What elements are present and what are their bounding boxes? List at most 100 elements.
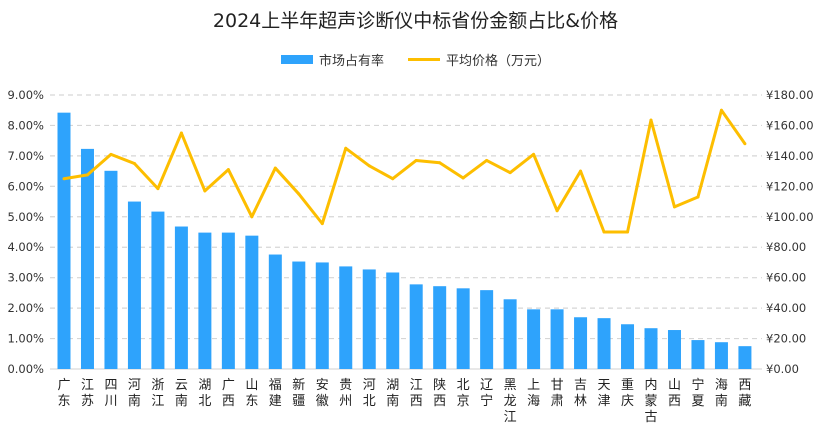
x-tick-label: 宁夏 <box>691 377 704 409</box>
x-tick-label: 湖南 <box>386 378 399 409</box>
price-point <box>438 161 442 165</box>
x-tick-label: 广西 <box>222 378 235 409</box>
x-tick-label: 辽宁 <box>480 378 493 409</box>
bar <box>433 286 447 369</box>
bar <box>691 340 705 369</box>
y-left-tick: 8.00% <box>7 118 44 132</box>
bar <box>339 266 353 369</box>
x-tick-label: 山东 <box>245 378 258 409</box>
x-tick-label: 黑龙江 <box>504 378 517 425</box>
bar <box>151 211 165 369</box>
price-point <box>555 209 559 213</box>
price-point <box>649 118 653 122</box>
bar <box>409 284 423 369</box>
price-point <box>414 158 418 162</box>
x-tick-label: 海南 <box>715 378 728 409</box>
bar <box>268 254 282 369</box>
bar <box>174 226 188 369</box>
legend-item-price: 平均价格（万元） <box>408 50 550 69</box>
x-tick-label: 陕西 <box>433 378 446 409</box>
price-point <box>109 152 113 156</box>
price-point <box>320 222 324 226</box>
y-left-tick: 1.00% <box>7 332 44 346</box>
price-point <box>367 164 371 168</box>
x-tick-label: 山西 <box>668 378 681 409</box>
y-left-tick: 3.00% <box>7 271 44 285</box>
bar <box>621 324 635 369</box>
x-tick-label: 贵州 <box>339 378 352 409</box>
bar <box>503 299 517 369</box>
legend-swatch-line <box>408 58 440 61</box>
bar <box>198 232 212 369</box>
bar <box>714 342 728 369</box>
bar <box>245 235 259 369</box>
y-right-tick: ¥100.00 <box>766 210 814 224</box>
price-point <box>344 146 348 150</box>
y-right-tick: ¥0.00 <box>766 362 799 376</box>
x-tick-label: 西藏 <box>738 378 751 409</box>
price-point <box>85 173 89 177</box>
bar <box>644 328 658 369</box>
y-left-tick: 0.00% <box>7 362 44 376</box>
bar <box>480 290 494 369</box>
x-tick-label: 云南 <box>175 378 188 409</box>
x-tick-label: 新疆 <box>292 377 305 409</box>
x-tick-label: 河南 <box>128 378 141 409</box>
x-tick-label: 浙江 <box>151 378 164 409</box>
price-point <box>132 162 136 165</box>
price-point <box>532 152 536 156</box>
y-right-tick: ¥80.00 <box>766 240 806 254</box>
bar <box>527 309 541 369</box>
x-tick-label: 福建 <box>269 378 282 409</box>
y-right-tick: ¥60.00 <box>766 271 806 285</box>
x-tick-label: 江西 <box>410 378 423 409</box>
y-right-tick: ¥20.00 <box>766 332 806 346</box>
y-left-tick: 7.00% <box>7 149 44 163</box>
bar <box>738 346 752 369</box>
price-point <box>579 169 583 173</box>
price-point <box>696 195 700 199</box>
y-left-tick: 9.00% <box>7 88 44 102</box>
legend-label: 平均价格（万元） <box>446 54 551 69</box>
price-point <box>226 168 230 172</box>
bar <box>127 201 141 369</box>
x-tick-label: 河北 <box>363 378 376 409</box>
price-point <box>672 205 676 209</box>
chart-title: 2024上半年超声诊断仪中标省份金额占比&价格 <box>212 10 619 32</box>
y-right-tick: ¥120.00 <box>766 179 814 193</box>
bar <box>456 288 470 369</box>
price-point <box>297 192 301 196</box>
bar <box>386 272 400 369</box>
legend: 市场占有率 平均价格（万元） <box>0 50 831 69</box>
bar <box>57 112 71 369</box>
price-point <box>626 230 630 234</box>
y-left-tick: 2.00% <box>7 301 44 315</box>
x-tick-label: 甘肃 <box>551 378 564 409</box>
y-right-tick: ¥40.00 <box>766 301 806 315</box>
x-tick-label: 上海 <box>527 378 540 409</box>
price-line <box>63 108 747 234</box>
x-tick-label: 江苏 <box>81 378 94 409</box>
bar <box>80 148 94 369</box>
price-point <box>461 176 465 180</box>
x-tick-label: 四川 <box>104 378 117 409</box>
price-point <box>508 171 512 175</box>
y-left-tick: 4.00% <box>7 240 44 254</box>
x-tick-label: 湖北 <box>198 378 211 409</box>
bar <box>292 261 306 369</box>
bar <box>550 309 564 369</box>
bar <box>574 317 588 369</box>
price-point <box>156 187 160 191</box>
price-point <box>719 108 723 112</box>
price-point <box>203 189 207 193</box>
bar <box>221 232 235 369</box>
price-point <box>485 158 489 162</box>
price-point <box>273 166 277 170</box>
bar <box>667 330 681 369</box>
y-left-tick: 5.00% <box>7 210 44 224</box>
price-point <box>602 230 606 234</box>
price-point <box>743 142 747 146</box>
y-right-tick: ¥160.00 <box>766 118 814 132</box>
x-tick-label: 北京 <box>457 378 470 409</box>
bar <box>362 269 376 369</box>
